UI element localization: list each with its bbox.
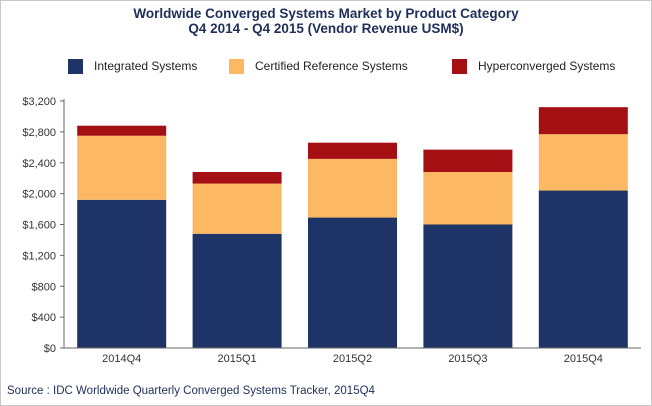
legend-item-integrated: Integrated Systems: [68, 58, 197, 74]
x-tick-label: 2014Q4: [102, 353, 141, 365]
source-note: Source : IDC Worldwide Quarterly Converg…: [7, 385, 375, 397]
legend-label-certified: Certified Reference Systems: [255, 59, 408, 73]
y-tick-label: $400: [32, 312, 56, 324]
legend-swatch-certified: [229, 58, 244, 74]
bar-segment-integrated: [538, 190, 628, 348]
y-tick-label: $3,200: [22, 96, 56, 108]
x-tick-label: 2015Q3: [448, 353, 487, 365]
bar-segment-integrated: [423, 224, 513, 348]
x-tick-label: 2015Q2: [333, 353, 372, 365]
bar-segment-hyperconverged: [538, 107, 628, 135]
bar-segment-certified: [77, 135, 167, 200]
legend-item-certified: Certified Reference Systems: [229, 58, 408, 74]
y-tick-label: $800: [32, 281, 56, 293]
bar-segment-integrated: [192, 233, 282, 348]
y-tick-label: $0: [44, 343, 56, 355]
legend-swatch-hyperconverged: [452, 58, 467, 74]
chart-subtitle: Q4 2014 - Q4 2015 (Vendor Revenue USM$): [188, 21, 464, 36]
x-tick-label: 2015Q1: [218, 353, 257, 365]
legend-label-hyperconverged: Hyperconverged Systems: [478, 59, 616, 73]
bar-segment-certified: [192, 183, 282, 234]
bar-segment-hyperconverged: [423, 149, 513, 173]
y-tick-label: $1,600: [22, 220, 56, 232]
legend-label-integrated: Integrated Systems: [94, 59, 198, 73]
legend: Integrated Systems Certified Reference S…: [0, 58, 652, 74]
y-tick-label: $2,400: [22, 158, 56, 170]
legend-swatch-integrated: [68, 58, 83, 74]
y-tick-label: $1,200: [22, 250, 56, 262]
y-tick-label: $2,800: [22, 127, 56, 139]
bar-segment-certified: [538, 134, 628, 191]
y-tick-label: $2,000: [22, 189, 56, 201]
bar-segment-integrated: [308, 217, 397, 348]
legend-item-hyperconverged: Hyperconverged Systems: [452, 58, 615, 74]
bar-segment-hyperconverged: [308, 142, 397, 159]
bar-segment-certified: [423, 172, 513, 225]
bar-segment-certified: [308, 158, 397, 218]
bar-segment-integrated: [77, 199, 167, 348]
bar-segment-hyperconverged: [192, 172, 282, 184]
chart-title: Worldwide Converged Systems Market by Pr…: [133, 6, 519, 21]
x-tick-label: 2015Q4: [564, 353, 603, 365]
bar-segment-hyperconverged: [77, 125, 167, 136]
